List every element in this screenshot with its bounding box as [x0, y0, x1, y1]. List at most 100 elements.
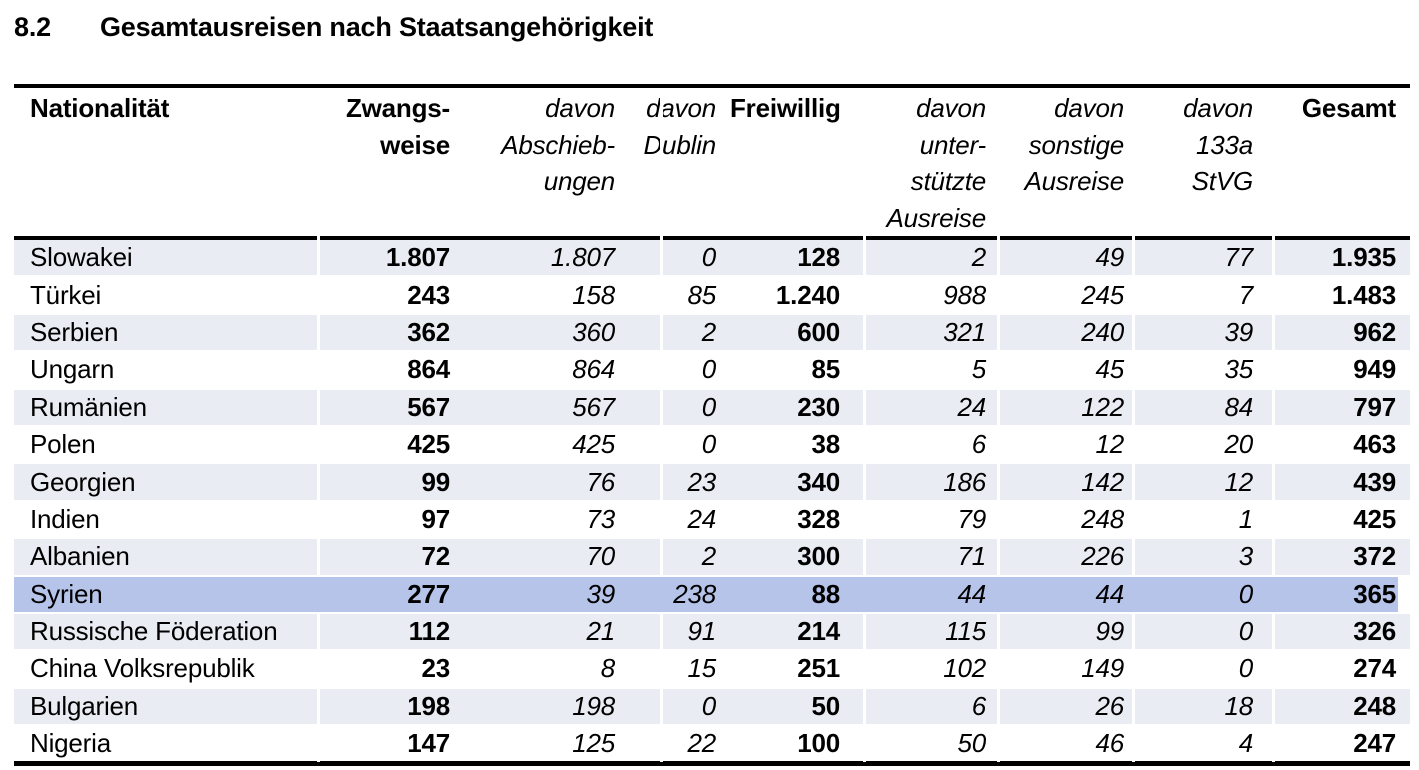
cell-davon-dublin: 238 — [629, 575, 730, 614]
cell-davon-unterstuetzte-ausreise: 186 — [854, 463, 1000, 502]
table-row: Polen 425 425 0 38 6 12 20 463 — [14, 425, 1410, 465]
cell-freiwillig: 600 — [730, 313, 854, 353]
cell-davon-abschiebungen: 158 — [464, 276, 629, 315]
header-row: Nationalität Zwangs- weise davon Abschieb-… — [14, 84, 1410, 240]
cell-davon-unterstuetzte-ausreise: 321 — [854, 313, 1000, 353]
cell-freiwillig: 214 — [730, 612, 854, 652]
header-cell-davon-unterstuetzte-ausreise: davon unter- stützte Ausreise — [854, 84, 1000, 240]
cell-freiwillig: 100 — [730, 725, 854, 767]
cell-freiwillig: 230 — [730, 388, 854, 427]
cell-davon-unterstuetzte-ausreise: 50 — [854, 725, 1000, 767]
document-page: 8.2 Gesamtausreisen nach Staatsangehörigk… — [0, 12, 1419, 770]
cell-gesamt: 365 — [1267, 575, 1410, 614]
cell-davon-sonstige-ausreise: 99 — [1000, 612, 1138, 652]
cell-zwangsweise: 277 — [317, 575, 464, 614]
table-row: Syrien 277 39 238 88 44 44 0 365 — [14, 575, 1410, 614]
cell-davon-unterstuetzte-ausreise: 44 — [854, 575, 1000, 614]
cell-zwangsweise: 864 — [317, 351, 464, 390]
cell-davon-sonstige-ausreise: 12 — [1000, 425, 1138, 465]
cell-davon-dublin: 23 — [629, 463, 730, 502]
header-cell-gesamt: Gesamt — [1267, 84, 1410, 240]
cell-davon-dublin: 0 — [629, 687, 730, 727]
cell-gesamt: 372 — [1267, 538, 1410, 577]
cell-davon-dublin: 0 — [629, 238, 730, 278]
cell-freiwillig: 88 — [730, 575, 854, 614]
departures-table-wrap: Nationalität Zwangs- weise davon Abschieb-… — [14, 84, 1410, 767]
cell-zwangsweise: 99 — [317, 463, 464, 502]
section-title: 8.2 Gesamtausreisen nach Staatsangehörigk… — [14, 12, 1419, 43]
cell-davon-sonstige-ausreise: 46 — [1000, 725, 1138, 767]
cell-davon-abschiebungen: 8 — [464, 650, 629, 689]
departures-by-nationality-table: Nationalität Zwangs- weise davon Abschieb-… — [14, 84, 1410, 767]
cell-freiwillig: 328 — [730, 500, 854, 540]
cell-davon-abschiebungen: 1.807 — [464, 238, 629, 278]
cell-gesamt: 463 — [1267, 425, 1410, 465]
cell-nationalitaet: Türkei — [14, 276, 317, 315]
cell-gesamt: 248 — [1267, 687, 1410, 727]
cell-davon-133a-stvg: 18 — [1138, 687, 1267, 727]
cell-davon-dublin: 2 — [629, 313, 730, 353]
cell-zwangsweise: 243 — [317, 276, 464, 315]
cell-freiwillig: 340 — [730, 463, 854, 502]
cell-gesamt: 1.483 — [1267, 276, 1410, 315]
cell-davon-dublin: 91 — [629, 612, 730, 652]
table-row: Serbien 362 360 2 600 321 240 39 962 — [14, 313, 1410, 353]
cell-davon-unterstuetzte-ausreise: 115 — [854, 612, 1000, 652]
header-cell-nationalitaet: Nationalität — [14, 84, 317, 240]
cell-zwangsweise: 112 — [317, 612, 464, 652]
cell-davon-dublin: 85 — [629, 276, 730, 315]
cell-zwangsweise: 425 — [317, 425, 464, 465]
cell-davon-abschiebungen: 125 — [464, 725, 629, 767]
cell-zwangsweise: 362 — [317, 313, 464, 353]
cell-davon-unterstuetzte-ausreise: 988 — [854, 276, 1000, 315]
header-cell-freiwillig: Freiwillig — [730, 84, 854, 240]
cell-davon-sonstige-ausreise: 248 — [1000, 500, 1138, 540]
cell-gesamt: 439 — [1267, 463, 1410, 502]
cell-gesamt: 962 — [1267, 313, 1410, 353]
column-separator-line — [660, 88, 663, 762]
header-cell-davon-abschiebungen: davon Abschieb- ungen — [464, 84, 629, 240]
cell-davon-133a-stvg: 77 — [1138, 238, 1267, 278]
table-row: Georgien 99 76 23 340 186 142 12 439 — [14, 463, 1410, 502]
table-row: Rumänien 567 567 0 230 24 122 84 797 — [14, 388, 1410, 427]
cell-davon-sonstige-ausreise: 26 — [1000, 687, 1138, 727]
table-row: Ungarn 864 864 0 85 5 45 35 949 — [14, 351, 1410, 390]
cell-davon-133a-stvg: 84 — [1138, 388, 1267, 427]
cell-davon-dublin: 2 — [629, 538, 730, 577]
cell-freiwillig: 85 — [730, 351, 854, 390]
cell-davon-sonstige-ausreise: 49 — [1000, 238, 1138, 278]
cell-zwangsweise: 567 — [317, 388, 464, 427]
cell-davon-133a-stvg: 3 — [1138, 538, 1267, 577]
cell-davon-133a-stvg: 1 — [1138, 500, 1267, 540]
cell-davon-abschiebungen: 425 — [464, 425, 629, 465]
header-cell-davon-dublin: davon Dublin — [629, 84, 730, 240]
cell-freiwillig: 300 — [730, 538, 854, 577]
cell-davon-unterstuetzte-ausreise: 2 — [854, 238, 1000, 278]
cell-davon-abschiebungen: 21 — [464, 612, 629, 652]
column-separator-line — [1272, 88, 1275, 762]
cell-davon-sonstige-ausreise: 122 — [1000, 388, 1138, 427]
cell-davon-abschiebungen: 39 — [464, 575, 629, 614]
cell-davon-unterstuetzte-ausreise: 24 — [854, 388, 1000, 427]
cell-davon-unterstuetzte-ausreise: 79 — [854, 500, 1000, 540]
cell-davon-133a-stvg: 0 — [1138, 612, 1267, 652]
cell-davon-unterstuetzte-ausreise: 71 — [854, 538, 1000, 577]
cell-zwangsweise: 23 — [317, 650, 464, 689]
cell-gesamt: 326 — [1267, 612, 1410, 652]
column-separator-line — [317, 88, 320, 762]
cell-davon-sonstige-ausreise: 245 — [1000, 276, 1138, 315]
cell-freiwillig: 1.240 — [730, 276, 854, 315]
cell-nationalitaet: Albanien — [14, 538, 317, 577]
cell-davon-unterstuetzte-ausreise: 6 — [854, 687, 1000, 727]
cell-freiwillig: 38 — [730, 425, 854, 465]
cell-davon-abschiebungen: 76 — [464, 463, 629, 502]
cell-freiwillig: 128 — [730, 238, 854, 278]
cell-davon-dublin: 15 — [629, 650, 730, 689]
table-row: Albanien 72 70 2 300 71 226 3 372 — [14, 538, 1410, 577]
cell-davon-sonstige-ausreise: 44 — [1000, 575, 1138, 614]
cell-davon-abschiebungen: 864 — [464, 351, 629, 390]
cell-freiwillig: 50 — [730, 687, 854, 727]
cell-gesamt: 797 — [1267, 388, 1410, 427]
cell-davon-abschiebungen: 198 — [464, 687, 629, 727]
cell-davon-dublin: 24 — [629, 500, 730, 540]
